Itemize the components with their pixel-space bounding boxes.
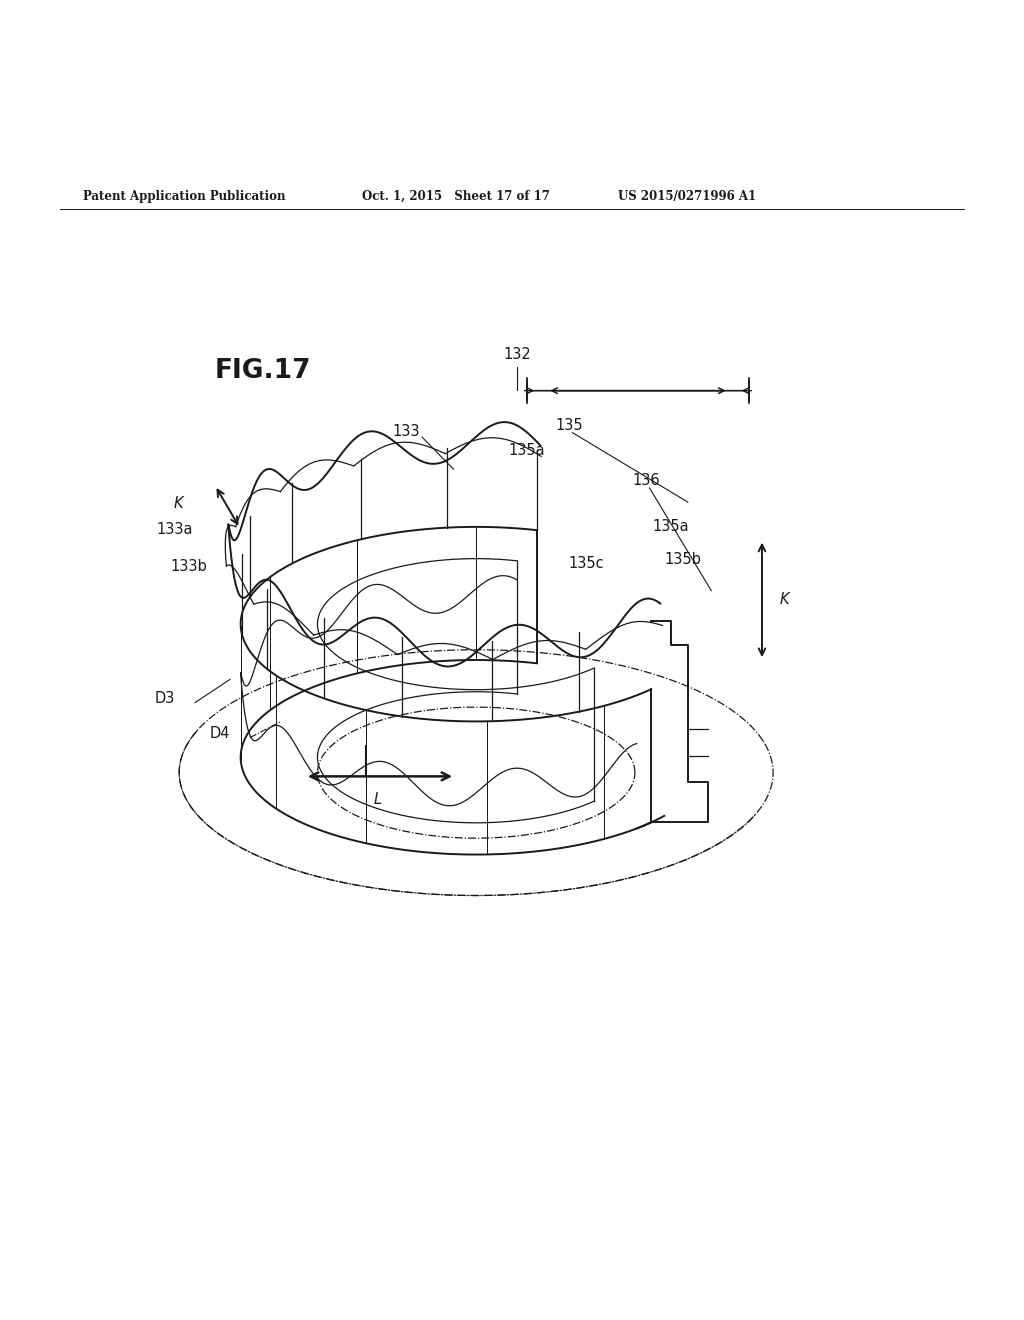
Text: 135c: 135c: [568, 556, 603, 570]
Text: L: L: [374, 792, 382, 807]
Text: K: K: [780, 591, 790, 607]
Text: 133: 133: [392, 425, 420, 440]
Text: 135: 135: [555, 418, 583, 433]
Text: 132: 132: [503, 347, 531, 362]
Text: 133b: 133b: [170, 560, 207, 574]
Text: US 2015/0271996 A1: US 2015/0271996 A1: [618, 190, 756, 202]
Text: K: K: [173, 496, 183, 511]
Text: 135a: 135a: [508, 444, 545, 458]
Text: 135a: 135a: [652, 519, 688, 535]
Text: Oct. 1, 2015   Sheet 17 of 17: Oct. 1, 2015 Sheet 17 of 17: [362, 190, 550, 202]
Text: D4: D4: [210, 726, 230, 742]
Text: Patent Application Publication: Patent Application Publication: [83, 190, 286, 202]
Text: 136: 136: [632, 473, 659, 487]
Text: 133a: 133a: [156, 523, 193, 537]
Text: FIG.17: FIG.17: [215, 359, 311, 384]
Text: 135b: 135b: [664, 552, 700, 566]
Text: D3: D3: [155, 692, 175, 706]
